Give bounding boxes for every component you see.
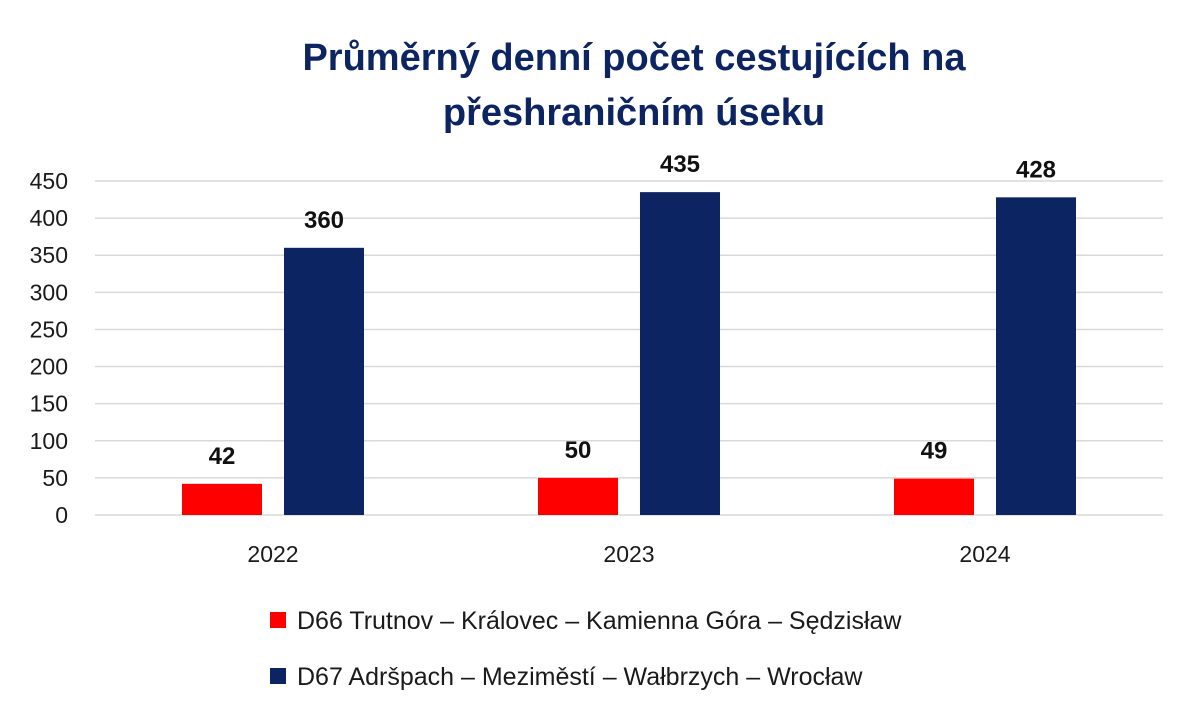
legend-label: D67 Adršpach – Meziměstí – Wałbrzych – W… [297,663,863,691]
chart-title-line-2: přeshraničním úseku [443,92,825,134]
y-tick-label: 150 [30,391,68,417]
y-tick-label: 450 [30,168,68,194]
data-label: 50 [565,437,592,464]
y-tick-label: 100 [30,428,68,454]
data-label: 42 [209,443,236,470]
plot-area: 0 50 100 150 200 250 300 350 400 450 42 360 2022 50 43… [30,151,1163,567]
chart-title-line-1: Průměrný denní počet cestujících na [302,37,966,79]
bar-d67-2024 [996,197,1076,515]
x-category-label: 2023 [603,541,654,567]
bar-d67-2022 [284,247,364,516]
x-category-label: 2022 [247,541,298,567]
y-tick-label: 50 [42,465,68,491]
legend: D66 Trutnov – Královec – Kamienna Góra –… [270,607,902,691]
y-tick-label: 350 [30,242,68,268]
legend-swatch [270,612,286,628]
data-label: 428 [1016,156,1056,183]
bar-d66-2022 [182,483,262,515]
y-tick-label: 250 [30,316,68,342]
data-label: 435 [660,151,700,178]
bar-d66-2024 [894,478,974,515]
x-category-label: 2024 [959,541,1010,567]
bar-d67-2023 [640,192,720,515]
y-tick-label: 400 [30,205,68,231]
y-tick-label: 300 [30,279,68,305]
legend-swatch [270,668,286,684]
chart-title: Průměrný denní počet cestujících na přes… [302,37,966,134]
data-label: 360 [304,207,344,234]
legend-label: D66 Trutnov – Královec – Kamienna Góra –… [297,607,902,635]
y-tick-label: 0 [55,502,68,528]
bar-d66-2023 [538,477,618,515]
y-tick-label: 200 [30,354,68,380]
data-label: 49 [921,438,948,465]
